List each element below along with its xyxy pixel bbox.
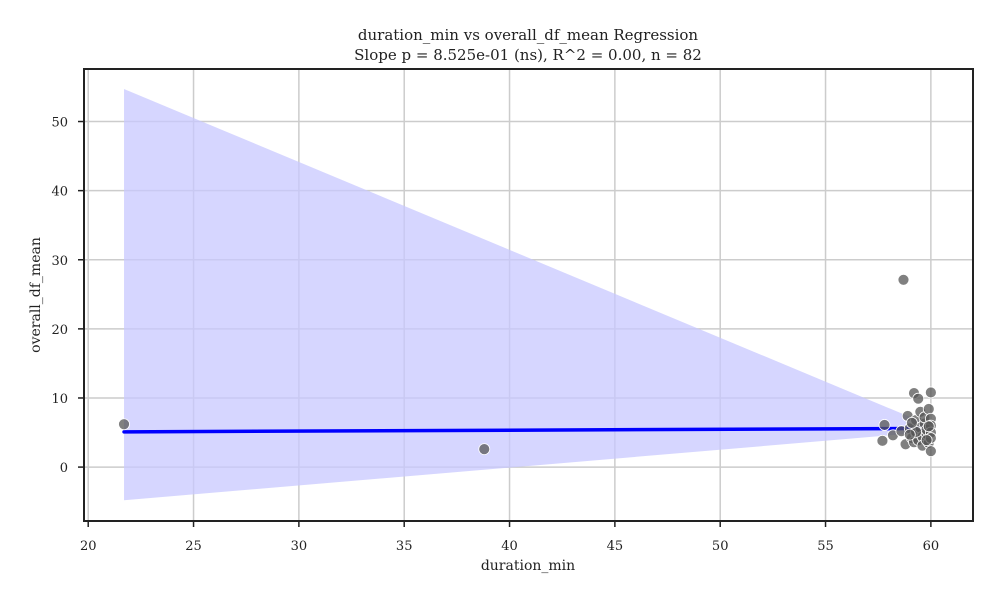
- confidence-band: [124, 89, 931, 501]
- axes: 20 25 30 35 40 45 50 55 60 0 10 20 30 40 50: [51, 68, 974, 554]
- y-tick-label: 50: [51, 116, 68, 131]
- data-point: [118, 418, 130, 431]
- data-point: [903, 428, 916, 441]
- y-axis-label: overall_df_mean: [28, 237, 44, 353]
- x-tick-label: 60: [923, 539, 940, 554]
- regression-line-group: [122, 426, 933, 434]
- data-point: [924, 386, 937, 399]
- plot-frame: [83, 68, 974, 522]
- y-tick-label: 0: [60, 461, 68, 476]
- y-tick-label: 40: [51, 185, 68, 200]
- data-point: [920, 434, 933, 447]
- x-tick-label: 50: [712, 539, 729, 554]
- data-point: [906, 416, 918, 429]
- data-point: [878, 419, 891, 431]
- x-tick-label: 35: [396, 539, 413, 554]
- y-tick-label: 30: [51, 254, 68, 269]
- data-point: [478, 443, 491, 456]
- x-tick-label: 40: [501, 539, 518, 554]
- data-point: [912, 392, 925, 405]
- x-tick-label: 25: [185, 539, 202, 554]
- x-tick-label: 55: [817, 539, 834, 554]
- scatter-points: [118, 273, 937, 458]
- x-tick-label: 20: [80, 539, 97, 554]
- data-point: [876, 434, 889, 447]
- x-tick-label: 45: [607, 539, 624, 554]
- regression-line: [122, 426, 933, 434]
- y-tick-label: 10: [51, 392, 68, 407]
- x-tick-label: 30: [291, 539, 308, 554]
- chart-title: duration_min vs overall_df_mean Regressi…: [358, 26, 699, 44]
- data-point: [897, 273, 910, 286]
- confidence-band-group: [124, 89, 931, 501]
- data-point: [924, 445, 937, 458]
- data-point: [922, 420, 935, 433]
- y-tick-label: 20: [51, 323, 68, 338]
- data-point: [922, 403, 935, 415]
- x-axis-label: duration_min: [481, 558, 575, 574]
- chart-subtitle: Slope p = 8.525e-01 (ns), R^2 = 0.00, n …: [354, 46, 702, 64]
